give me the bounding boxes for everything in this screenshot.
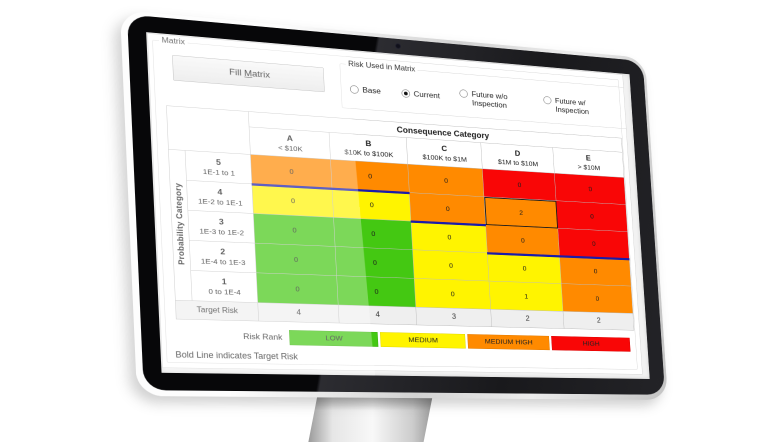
radio-base[interactable]: Base — [349, 85, 382, 96]
radio-circle-icon — [543, 96, 552, 105]
legend-swatch-low: LOW — [288, 330, 379, 347]
matrix-cell-E3[interactable]: 0 — [557, 228, 630, 259]
row-label-stack: 4 1E-2 to 1E-1 — [187, 181, 253, 214]
radio-label: Future w/o Inspection — [471, 89, 508, 110]
matrix-cell-D1[interactable]: 1 — [488, 281, 564, 312]
radio-dot-icon — [403, 91, 408, 96]
matrix-cell-B3[interactable]: 0 — [333, 217, 413, 250]
target-risk-value-B: 4 — [338, 304, 417, 325]
target-risk-label: Target Risk — [175, 300, 259, 322]
screen: Matrix Fill Matrix Risk Used in Matrix B… — [146, 32, 650, 379]
probability-category-label: Probability Category — [173, 182, 187, 265]
matrix-cell-C3[interactable]: 0 — [410, 221, 488, 253]
matrix-groupbox: Matrix Fill Matrix Risk Used in Matrix B… — [152, 35, 638, 370]
app-window: Matrix Fill Matrix Risk Used in Matrix B… — [147, 33, 643, 375]
row-label-4: 4 1E-2 to 1E-1 — [186, 180, 254, 214]
risk-rank-label: Risk Rank — [242, 331, 283, 342]
webcam-dot-icon — [395, 43, 402, 50]
target-risk-value-C: 3 — [415, 307, 492, 327]
row-label-3: 3 1E-3 to 1E-2 — [187, 210, 255, 244]
matrix-cell-B4[interactable]: 0 — [332, 188, 411, 222]
radio-future-w-inspection[interactable]: Future w/ Inspection — [543, 96, 606, 118]
matrix-cell-D5[interactable]: 0 — [482, 168, 557, 201]
monitor: Matrix Fill Matrix Risk Used in Matrix B… — [120, 10, 668, 401]
bold-line-footnote: Bold Line indicates Target Risk — [175, 349, 299, 362]
radio-future-w-o-inspection[interactable]: Future w/o Inspection — [459, 89, 525, 112]
target-risk-value-E: 2 — [563, 311, 635, 331]
risk-matrix-table: Consequence Category A < $10K B $10K to $100… — [166, 105, 635, 331]
row-range: 1E-2 to 1E-1 — [197, 197, 243, 208]
radio-current[interactable]: Current — [401, 89, 440, 101]
row-label-stack: 3 1E-3 to 1E-2 — [188, 211, 254, 243]
radio-circle-icon — [459, 89, 469, 98]
target-risk-value-A: 4 — [257, 302, 340, 324]
matrix-cell-A3[interactable]: 0 — [253, 213, 336, 247]
matrix-cell-A4[interactable]: 0 — [251, 183, 334, 218]
matrix-cell-C5[interactable]: 0 — [407, 164, 484, 197]
matrix-cell-C2[interactable]: 0 — [412, 249, 489, 282]
matrix-cell-D2[interactable]: 0 — [487, 252, 562, 284]
row-range: 0 to 1E-4 — [208, 287, 241, 297]
fill-matrix-button-label: Fill Matrix — [228, 67, 271, 81]
risk-rank-legend: Risk Rank LOW MEDIUM MEDIUM HIGH HIGH — [166, 327, 636, 352]
target-risk-value-D: 2 — [490, 309, 565, 329]
matrix-cell-D3[interactable]: 0 — [485, 224, 560, 256]
matrix-corner-cell — [166, 105, 251, 155]
matrix-cell-E1[interactable]: 0 — [561, 283, 633, 314]
matrix-cell-A2[interactable]: 0 — [254, 243, 337, 276]
monitor-stand — [308, 394, 433, 442]
matrix-cell-B1[interactable]: 0 — [336, 275, 416, 308]
matrix-cell-E5[interactable]: 0 — [554, 173, 626, 205]
radio-circle-icon — [349, 85, 359, 94]
radio-label: Current — [413, 89, 441, 101]
row-label-2: 2 1E-4 to 1E-3 — [189, 240, 257, 273]
row-range: 1E-3 to 1E-2 — [199, 226, 245, 238]
row-number: 2 — [220, 246, 226, 257]
matrix-cell-A1[interactable]: 0 — [256, 272, 339, 305]
matrix-cell-D4[interactable]: 2 — [483, 196, 558, 229]
row-label-stack: 5 1E-1 to 1 — [185, 151, 251, 184]
fill-matrix-button[interactable]: Fill Matrix — [172, 55, 325, 93]
row-range: 1E-4 to 1E-3 — [200, 257, 246, 267]
risk-used-groupbox: Risk Used in Matrix Base Current Future w/… — [339, 59, 627, 129]
legend-swatch-high: HIGH — [551, 335, 631, 352]
matrix-groupbox-label: Matrix — [158, 35, 188, 47]
risk-used-groupbox-label: Risk Used in Matrix — [345, 59, 418, 74]
radio-group-options: Base Current Future w/o Inspection Future w… — [349, 73, 621, 126]
matrix-cell-E2[interactable]: 0 — [559, 255, 632, 287]
matrix-cell-E4[interactable]: 0 — [556, 200, 628, 232]
radio-label: Future w/ Inspection — [554, 96, 590, 116]
row-number: 1 — [221, 276, 227, 287]
matrix-cell-B2[interactable]: 0 — [335, 246, 415, 279]
legend-swatch-medium-high: MEDIUM HIGH — [467, 334, 550, 351]
matrix-cell-C1[interactable]: 0 — [414, 278, 491, 310]
legend-swatches: LOW MEDIUM MEDIUM HIGH HIGH — [288, 330, 631, 352]
legend-swatch-medium: MEDIUM — [379, 332, 466, 349]
matrix-cell-C4[interactable]: 0 — [409, 192, 486, 225]
row-label-stack: 2 1E-4 to 1E-3 — [190, 241, 256, 273]
radio-circle-icon — [401, 89, 411, 98]
radio-label: Base — [362, 85, 382, 96]
row-label-5: 5 1E-1 to 1 — [185, 150, 252, 184]
